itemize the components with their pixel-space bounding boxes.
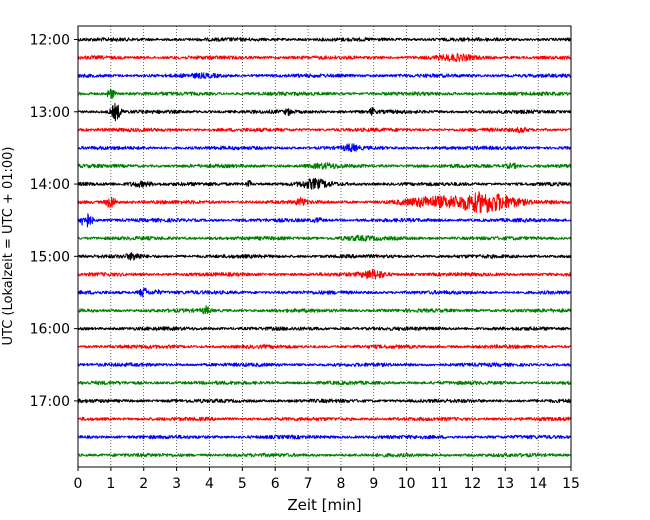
x-tick-label: 5 [238,476,247,492]
trace-1430 [77,213,572,228]
x-tick-label: 12 [463,476,481,492]
x-tick-label: 7 [304,476,313,492]
trace-1330 [77,143,572,153]
trace-1230 [77,72,572,79]
trace-1315 [77,126,572,134]
seismogram-traces [77,37,572,458]
trace-1415 [77,191,572,214]
x-tick-label: 15 [562,476,580,492]
trace-1500 [77,252,572,261]
x-axis-label: Zeit [min] [287,496,361,514]
x-tick-label: 13 [496,476,514,492]
y-tick-label: 17:00 [30,394,70,410]
x-tick-label: 1 [106,476,115,492]
trace-1630 [77,362,572,368]
trace-1245 [77,88,572,100]
y-axis-ticks: 12:00 13:00 14:00 15:00 16:00 17:00 [30,33,78,410]
x-tick-label: 2 [139,476,148,492]
y-tick-label: 16:00 [30,322,70,338]
y-tick-label: 12:00 [30,33,70,49]
trace-1700 [77,398,572,404]
trace-1515 [77,268,572,280]
trace-1730 [77,434,572,440]
trace-1530 [77,287,572,298]
trace-1345 [77,162,572,170]
x-axis-ticks: 0 1 2 3 4 5 6 7 8 9 10 11 12 13 14 15 [74,467,580,492]
y-tick-label: 15:00 [30,249,70,265]
y-tick-label: 14:00 [30,177,70,193]
y-axis-label: UTC (Lokalzeit = UTC + 01:00) [1,147,16,346]
trace-1715 [77,416,572,422]
trace-1215 [77,53,572,63]
x-tick-label: 8 [336,476,345,492]
trace-1600 [77,326,572,332]
trace-1300 [77,103,572,122]
trace-1445 [77,234,572,242]
trace-1645 [77,380,572,386]
trace-1400 [77,177,572,190]
trace-1615 [77,344,572,350]
plot-frame [77,25,572,468]
x-tick-label: 10 [398,476,416,492]
x-tick-label: 6 [271,476,280,492]
x-tick-label: 14 [529,476,547,492]
trace-1200 [77,37,572,42]
trace-1745 [77,452,572,458]
x-tick-label: 3 [172,476,181,492]
y-tick-label: 13:00 [30,105,70,121]
x-tick-label: 11 [431,476,449,492]
x-tick-label: 0 [74,476,83,492]
x-tick-label: 4 [205,476,214,492]
x-tick-label: 9 [369,476,378,492]
trace-1545 [77,305,572,315]
